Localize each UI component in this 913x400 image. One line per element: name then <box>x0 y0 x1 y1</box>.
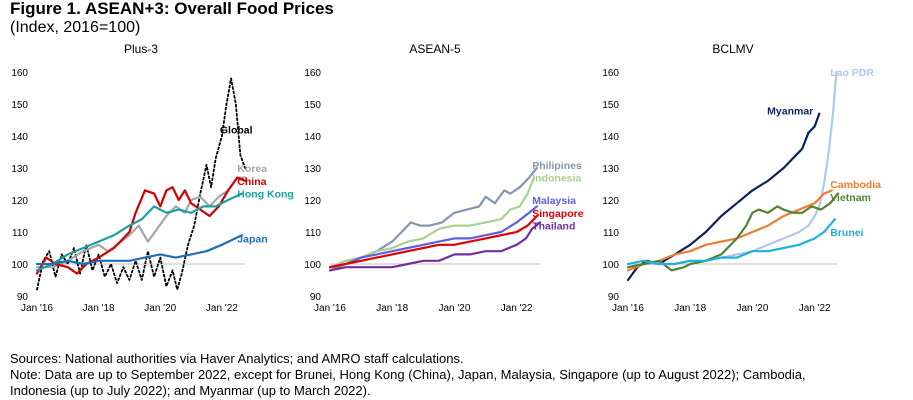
y-tick-label: 120 <box>11 196 28 207</box>
series-label-thailand: Thailand <box>532 221 575 233</box>
series-line-philipines <box>328 166 538 272</box>
chart-panel-bclmv: BCLMV 90 100 110 120 130 140 150 160 Jan '16 Jan '… <box>602 42 881 314</box>
series-label-malaysia: Malaysia <box>532 195 576 207</box>
y-tick-label: 100 <box>11 260 28 271</box>
x-tick-label: Jan '16 <box>612 303 644 314</box>
note-line-2: Indonesia (up to July 2022); and Myanmar… <box>10 383 371 398</box>
y-tick-label: 150 <box>602 100 619 111</box>
chart-panel-asean-5: ASEAN-5 90 100 110 120 130 140 150 160 Jan '16 Jan… <box>304 42 583 314</box>
series-label-philipines: Philipines <box>532 160 582 172</box>
series-label-hong-kong: Hong Kong <box>237 189 294 201</box>
series-label-indonesia: Indonesia <box>532 173 581 185</box>
y-tick-label: 130 <box>602 164 619 175</box>
y-tick-label: 110 <box>305 228 321 239</box>
series-line-global <box>36 77 246 291</box>
series-label-myanmar: Myanmar <box>767 105 813 117</box>
x-tick-label: Jan '22 <box>501 303 533 314</box>
y-tick-label: 90 <box>310 292 322 303</box>
x-tick-label: Jan '18 <box>83 303 115 314</box>
y-tick-label: 150 <box>304 100 321 111</box>
series-line-lao-pdr <box>626 70 838 269</box>
x-tick-label: Jan '16 <box>314 303 346 314</box>
series-label-china: China <box>237 176 266 188</box>
x-tick-label: Jan '16 <box>21 303 53 314</box>
y-tick-label: 160 <box>602 68 619 79</box>
series-label-singapore: Singapore <box>532 208 584 220</box>
note-line-1: Note: Data are up to September 2022, exc… <box>10 367 806 382</box>
y-tick-label: 100 <box>602 260 619 271</box>
x-tick-label: Jan '18 <box>376 303 408 314</box>
chart-title: BCLMV <box>712 42 753 56</box>
series-line-brunei <box>626 218 836 266</box>
series-line-myanmar <box>626 112 821 282</box>
series-line-indonesia <box>328 176 535 269</box>
sources-text: Sources: National authorities via Haver … <box>10 351 464 366</box>
x-tick-label: Jan '20 <box>736 303 768 314</box>
y-tick-label: 140 <box>602 132 619 143</box>
charts-area: Plus-3 90 100 110 120 130 140 150 160 Jan '16 Jan … <box>11 42 881 314</box>
y-tick-label: 160 <box>304 68 321 79</box>
series-line-thailand <box>328 221 542 272</box>
notes-block: Sources: National authorities via Haver … <box>10 351 910 399</box>
figure-subtitle: (Index, 2016=100) <box>10 19 141 36</box>
y-tick-label: 110 <box>12 228 28 239</box>
series-label-cambodia: Cambodia <box>830 179 881 191</box>
y-tick-label: 100 <box>304 260 321 271</box>
y-tick-label: 90 <box>17 292 29 303</box>
figure-title: Figure 1. ASEAN+3: Overall Food Prices <box>10 0 334 18</box>
series-line-china <box>35 176 247 275</box>
x-tick-label: Jan '22 <box>206 303 238 314</box>
y-tick-label: 120 <box>602 196 619 207</box>
y-tick-label: 130 <box>11 164 28 175</box>
x-tick-label: Jan '18 <box>674 303 706 314</box>
y-tick-label: 110 <box>603 228 619 239</box>
y-tick-label: 160 <box>11 68 28 79</box>
series-label-brunei: Brunei <box>830 227 863 239</box>
y-tick-label: 90 <box>608 292 620 303</box>
series-label-global: Global <box>220 125 253 137</box>
series-line-singapore <box>328 214 538 269</box>
y-tick-label: 140 <box>304 132 321 143</box>
series-line-malaysia <box>328 205 538 269</box>
x-tick-label: Jan '20 <box>144 303 176 314</box>
series-label-korea: Korea <box>237 163 267 175</box>
y-tick-label: 150 <box>11 100 28 111</box>
series-line-korea <box>35 176 247 269</box>
y-tick-label: 130 <box>304 164 321 175</box>
y-tick-label: 140 <box>11 132 28 143</box>
series-label-lao-pdr: Lao PDR <box>830 67 874 79</box>
series-line-vietnam <box>626 192 840 272</box>
series-label-vietnam: Vietnam <box>830 192 871 204</box>
series-label-japan: Japan <box>237 233 267 245</box>
y-tick-label: 120 <box>304 196 321 207</box>
series-line-japan <box>35 234 243 266</box>
series-line-hong-kong <box>35 192 243 272</box>
x-tick-label: Jan '20 <box>438 303 470 314</box>
chart-panel-plus-3: Plus-3 90 100 110 120 130 140 150 160 Jan '16 Jan … <box>11 42 294 314</box>
chart-title: Plus-3 <box>124 42 158 56</box>
chart-title: ASEAN-5 <box>409 42 461 56</box>
x-tick-label: Jan '22 <box>799 303 831 314</box>
